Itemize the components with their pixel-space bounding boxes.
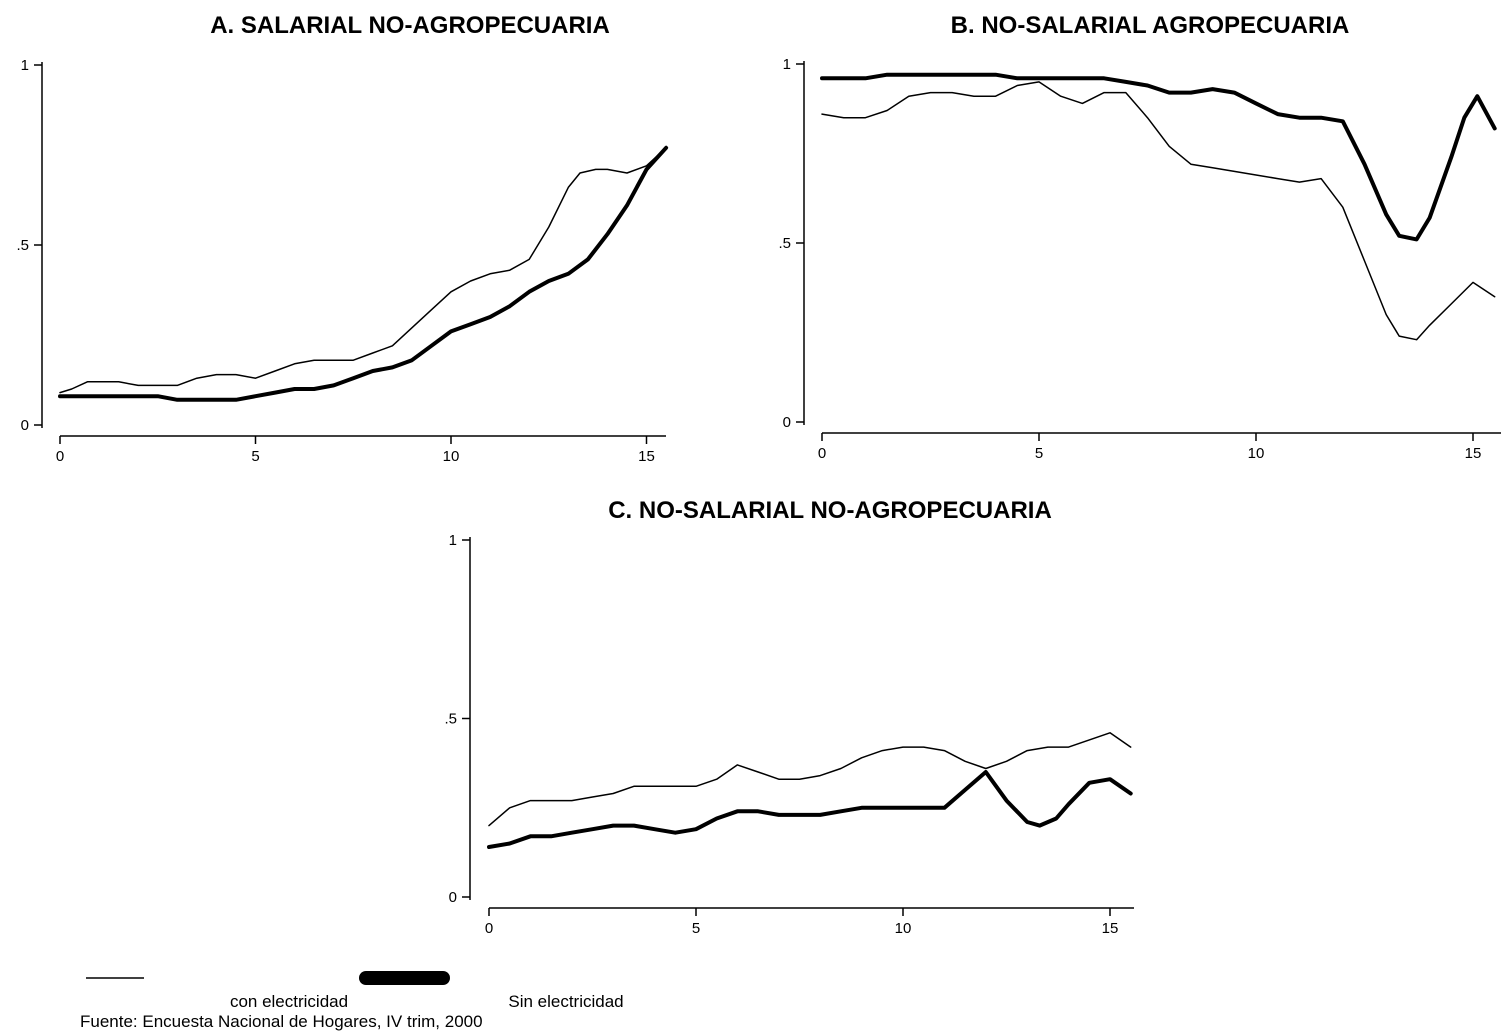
y-tick-label: 0: [783, 414, 791, 431]
y-tick-label: 1: [449, 532, 457, 549]
series-line-con-electricidad: [821, 81, 1496, 341]
chart-title: C. NO-SALARIAL NO-AGROPECUARIA: [608, 497, 1052, 524]
x-tick-label: 10: [443, 448, 460, 465]
source-note: Fuente: Encuesta Nacional de Hogares, IV…: [80, 1012, 483, 1031]
x-tick-label: 15: [1465, 445, 1482, 462]
y-tick-label: .5: [778, 235, 791, 252]
chart-title: A. SALARIAL NO-AGROPECUARIA: [210, 12, 610, 39]
series-line-sin-electricidad: [820, 72, 1497, 242]
y-tick-label: .5: [444, 711, 457, 728]
x-tick-label: 0: [485, 920, 493, 937]
chart-title: B. NO-SALARIAL AGROPECUARIA: [951, 12, 1350, 39]
x-tick-label: 15: [1102, 920, 1119, 937]
legend-label-sin-electricidad: Sin electricidad: [508, 992, 623, 1011]
series-line-con-electricidad: [488, 732, 1132, 827]
y-tick-label: 0: [21, 417, 29, 434]
x-tick-label: 5: [251, 448, 259, 465]
x-tick-label: 0: [818, 445, 826, 462]
y-tick-label: 1: [21, 57, 29, 74]
x-tick-label: 10: [1248, 445, 1265, 462]
y-tick-label: 0: [449, 889, 457, 906]
x-tick-label: 5: [1035, 445, 1043, 462]
y-tick-label: .5: [16, 237, 29, 254]
x-tick-label: 0: [56, 448, 64, 465]
legend-label-con-electricidad: con electricidad: [230, 992, 348, 1011]
series-line-sin-electricidad: [58, 145, 669, 402]
series-line-con-electricidad: [59, 147, 667, 394]
y-tick-label: 1: [783, 56, 791, 73]
x-tick-label: 10: [895, 920, 912, 937]
x-tick-label: 15: [638, 448, 655, 465]
series-line-sin-electricidad: [487, 770, 1133, 849]
x-tick-label: 5: [692, 920, 700, 937]
